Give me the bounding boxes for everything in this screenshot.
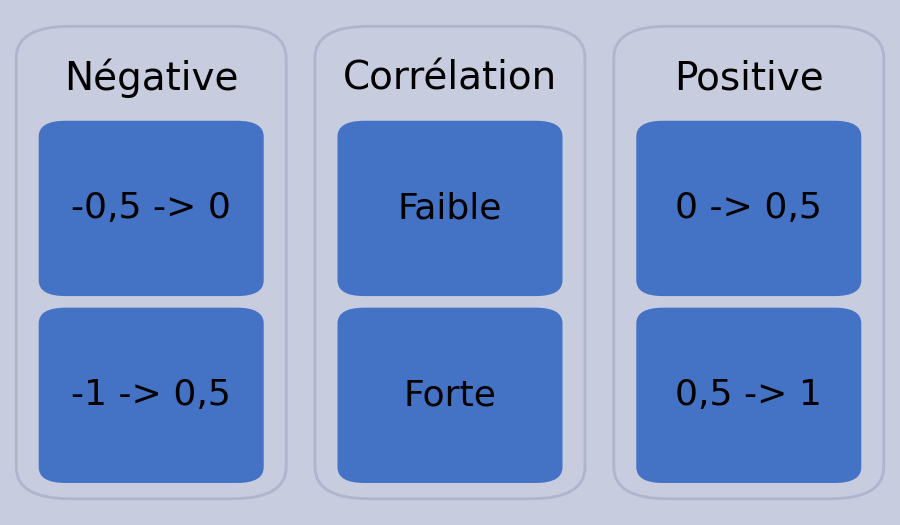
Text: Positive: Positive — [674, 59, 824, 97]
Text: -0,5 -> 0: -0,5 -> 0 — [71, 192, 231, 225]
Text: Forte: Forte — [403, 379, 497, 412]
FancyBboxPatch shape — [636, 121, 861, 296]
FancyBboxPatch shape — [614, 26, 884, 499]
FancyBboxPatch shape — [39, 121, 264, 296]
FancyBboxPatch shape — [16, 26, 286, 499]
FancyBboxPatch shape — [39, 308, 264, 483]
FancyBboxPatch shape — [636, 308, 861, 483]
FancyBboxPatch shape — [338, 121, 562, 296]
Text: Négative: Négative — [64, 58, 238, 98]
Text: 0 -> 0,5: 0 -> 0,5 — [675, 192, 823, 225]
Text: Corrélation: Corrélation — [343, 59, 557, 97]
Text: Faible: Faible — [398, 192, 502, 225]
Text: 0,5 -> 1: 0,5 -> 1 — [675, 379, 823, 412]
FancyBboxPatch shape — [315, 26, 585, 499]
FancyBboxPatch shape — [338, 308, 562, 483]
Text: -1 -> 0,5: -1 -> 0,5 — [71, 379, 231, 412]
